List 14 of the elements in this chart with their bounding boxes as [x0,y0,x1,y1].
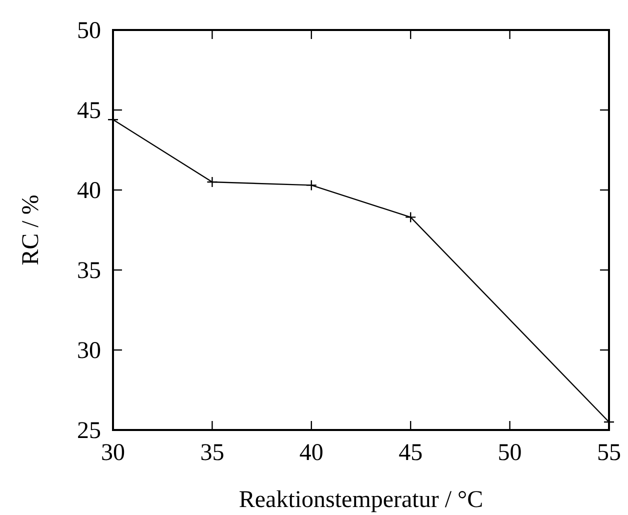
y-tick-label: 25 [77,418,101,444]
y-tick-label: 40 [77,178,101,204]
x-tick-label: 30 [101,440,125,466]
x-tick-label: 35 [200,440,224,466]
x-tick-label: 50 [498,440,522,466]
y-tick-label: 35 [77,258,101,284]
x-tick-label: 55 [597,440,621,466]
y-tick-label: 50 [77,18,101,44]
x-axis-title: Reaktionstemperatur / °C [238,487,484,513]
y-tick-label: 45 [77,98,101,124]
y-axis-title: RC / % [18,194,44,266]
x-tick-label: 45 [398,440,423,466]
x-tick-label: 40 [299,440,324,466]
y-tick-label: 30 [77,338,101,364]
